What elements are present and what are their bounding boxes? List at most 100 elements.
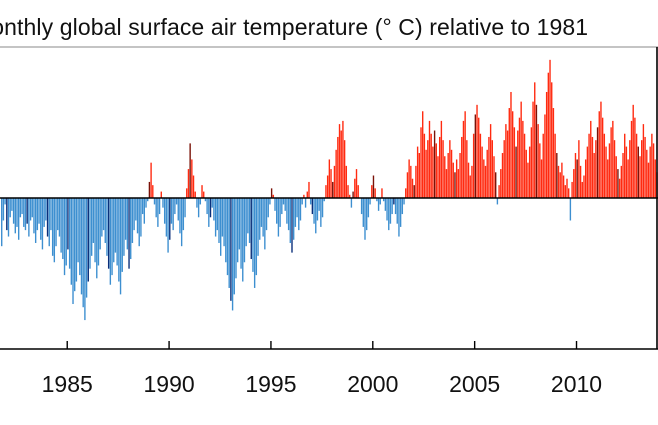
- bar: [489, 124, 492, 198]
- bar: [162, 198, 164, 208]
- bar: [74, 198, 76, 292]
- bar: [189, 143, 191, 198]
- bar: [647, 162, 650, 198]
- bar: [253, 198, 256, 288]
- bar: [184, 198, 186, 218]
- bar: [75, 198, 78, 282]
- bar: [148, 181, 151, 198]
- bar: [432, 146, 434, 198]
- bar: [303, 194, 305, 198]
- bar: [639, 156, 641, 198]
- bar: [517, 130, 519, 198]
- bar: [391, 198, 393, 215]
- bar: [197, 198, 200, 218]
- bar: [449, 140, 451, 198]
- bar: [583, 175, 585, 198]
- bar: [177, 198, 179, 221]
- bar: [406, 172, 409, 198]
- bar: [438, 136, 441, 198]
- bar: [21, 198, 23, 215]
- bar: [133, 198, 135, 231]
- bar: [9, 198, 11, 218]
- bar: [23, 198, 25, 227]
- bar: [654, 159, 656, 198]
- bar: [55, 198, 57, 247]
- bar: [24, 198, 27, 231]
- bar: [240, 198, 242, 269]
- bar: [388, 198, 390, 231]
- bar: [349, 194, 351, 198]
- bar: [355, 169, 358, 198]
- bar: [326, 175, 329, 198]
- bar: [352, 191, 354, 198]
- bar: [559, 172, 561, 198]
- bar: [141, 198, 144, 215]
- bar: [196, 198, 198, 208]
- bar: [564, 185, 566, 198]
- bar: [172, 198, 174, 231]
- bar: [6, 198, 8, 231]
- bar: [53, 198, 56, 263]
- bar: [440, 120, 443, 198]
- bar: [479, 133, 482, 198]
- bar: [223, 198, 225, 247]
- bar: [126, 198, 129, 250]
- bar: [106, 198, 108, 256]
- bar: [118, 198, 120, 282]
- bar: [562, 175, 565, 198]
- bar: [34, 198, 37, 243]
- bar: [405, 188, 407, 198]
- bar: [270, 188, 273, 198]
- bar: [320, 198, 322, 227]
- bar: [92, 198, 95, 243]
- bar: [315, 198, 317, 234]
- bar: [571, 181, 573, 198]
- bar: [615, 156, 617, 198]
- bar: [169, 198, 171, 240]
- bar: [316, 198, 319, 221]
- bar: [260, 198, 263, 227]
- bar: [140, 198, 142, 237]
- bar: [552, 108, 555, 198]
- x-tick-label: 2005: [449, 371, 500, 397]
- bar: [624, 133, 626, 198]
- bar: [427, 140, 429, 198]
- bar: [63, 198, 66, 276]
- bar: [478, 117, 480, 198]
- bar: [394, 198, 397, 215]
- bar: [155, 198, 157, 218]
- bar: [617, 169, 619, 198]
- bar: [618, 178, 621, 198]
- bar: [367, 198, 370, 218]
- bar: [554, 133, 556, 198]
- bar: [274, 198, 276, 211]
- bar: [165, 198, 168, 237]
- bar: [510, 91, 512, 198]
- bar: [491, 140, 493, 198]
- bar: [204, 198, 207, 202]
- bar: [625, 146, 628, 198]
- bar: [551, 82, 553, 198]
- bar: [612, 120, 614, 198]
- bar: [199, 198, 202, 205]
- bar: [38, 198, 40, 224]
- bar: [250, 198, 252, 260]
- bar: [464, 111, 466, 198]
- bar: [96, 198, 98, 279]
- bar: [2, 198, 5, 221]
- bar: [428, 120, 431, 198]
- bar: [94, 198, 96, 263]
- bar: [194, 191, 196, 198]
- bar: [31, 198, 33, 218]
- bar: [369, 198, 371, 205]
- bar: [610, 127, 612, 198]
- x-axis-ticks: 1985 1990 1995 2000 2005 2010: [42, 341, 602, 397]
- bar: [252, 198, 254, 272]
- bar: [501, 153, 504, 198]
- bar: [113, 198, 115, 263]
- bar: [158, 198, 161, 215]
- bar: [413, 185, 415, 198]
- bar: [16, 198, 18, 227]
- bar: [549, 59, 551, 198]
